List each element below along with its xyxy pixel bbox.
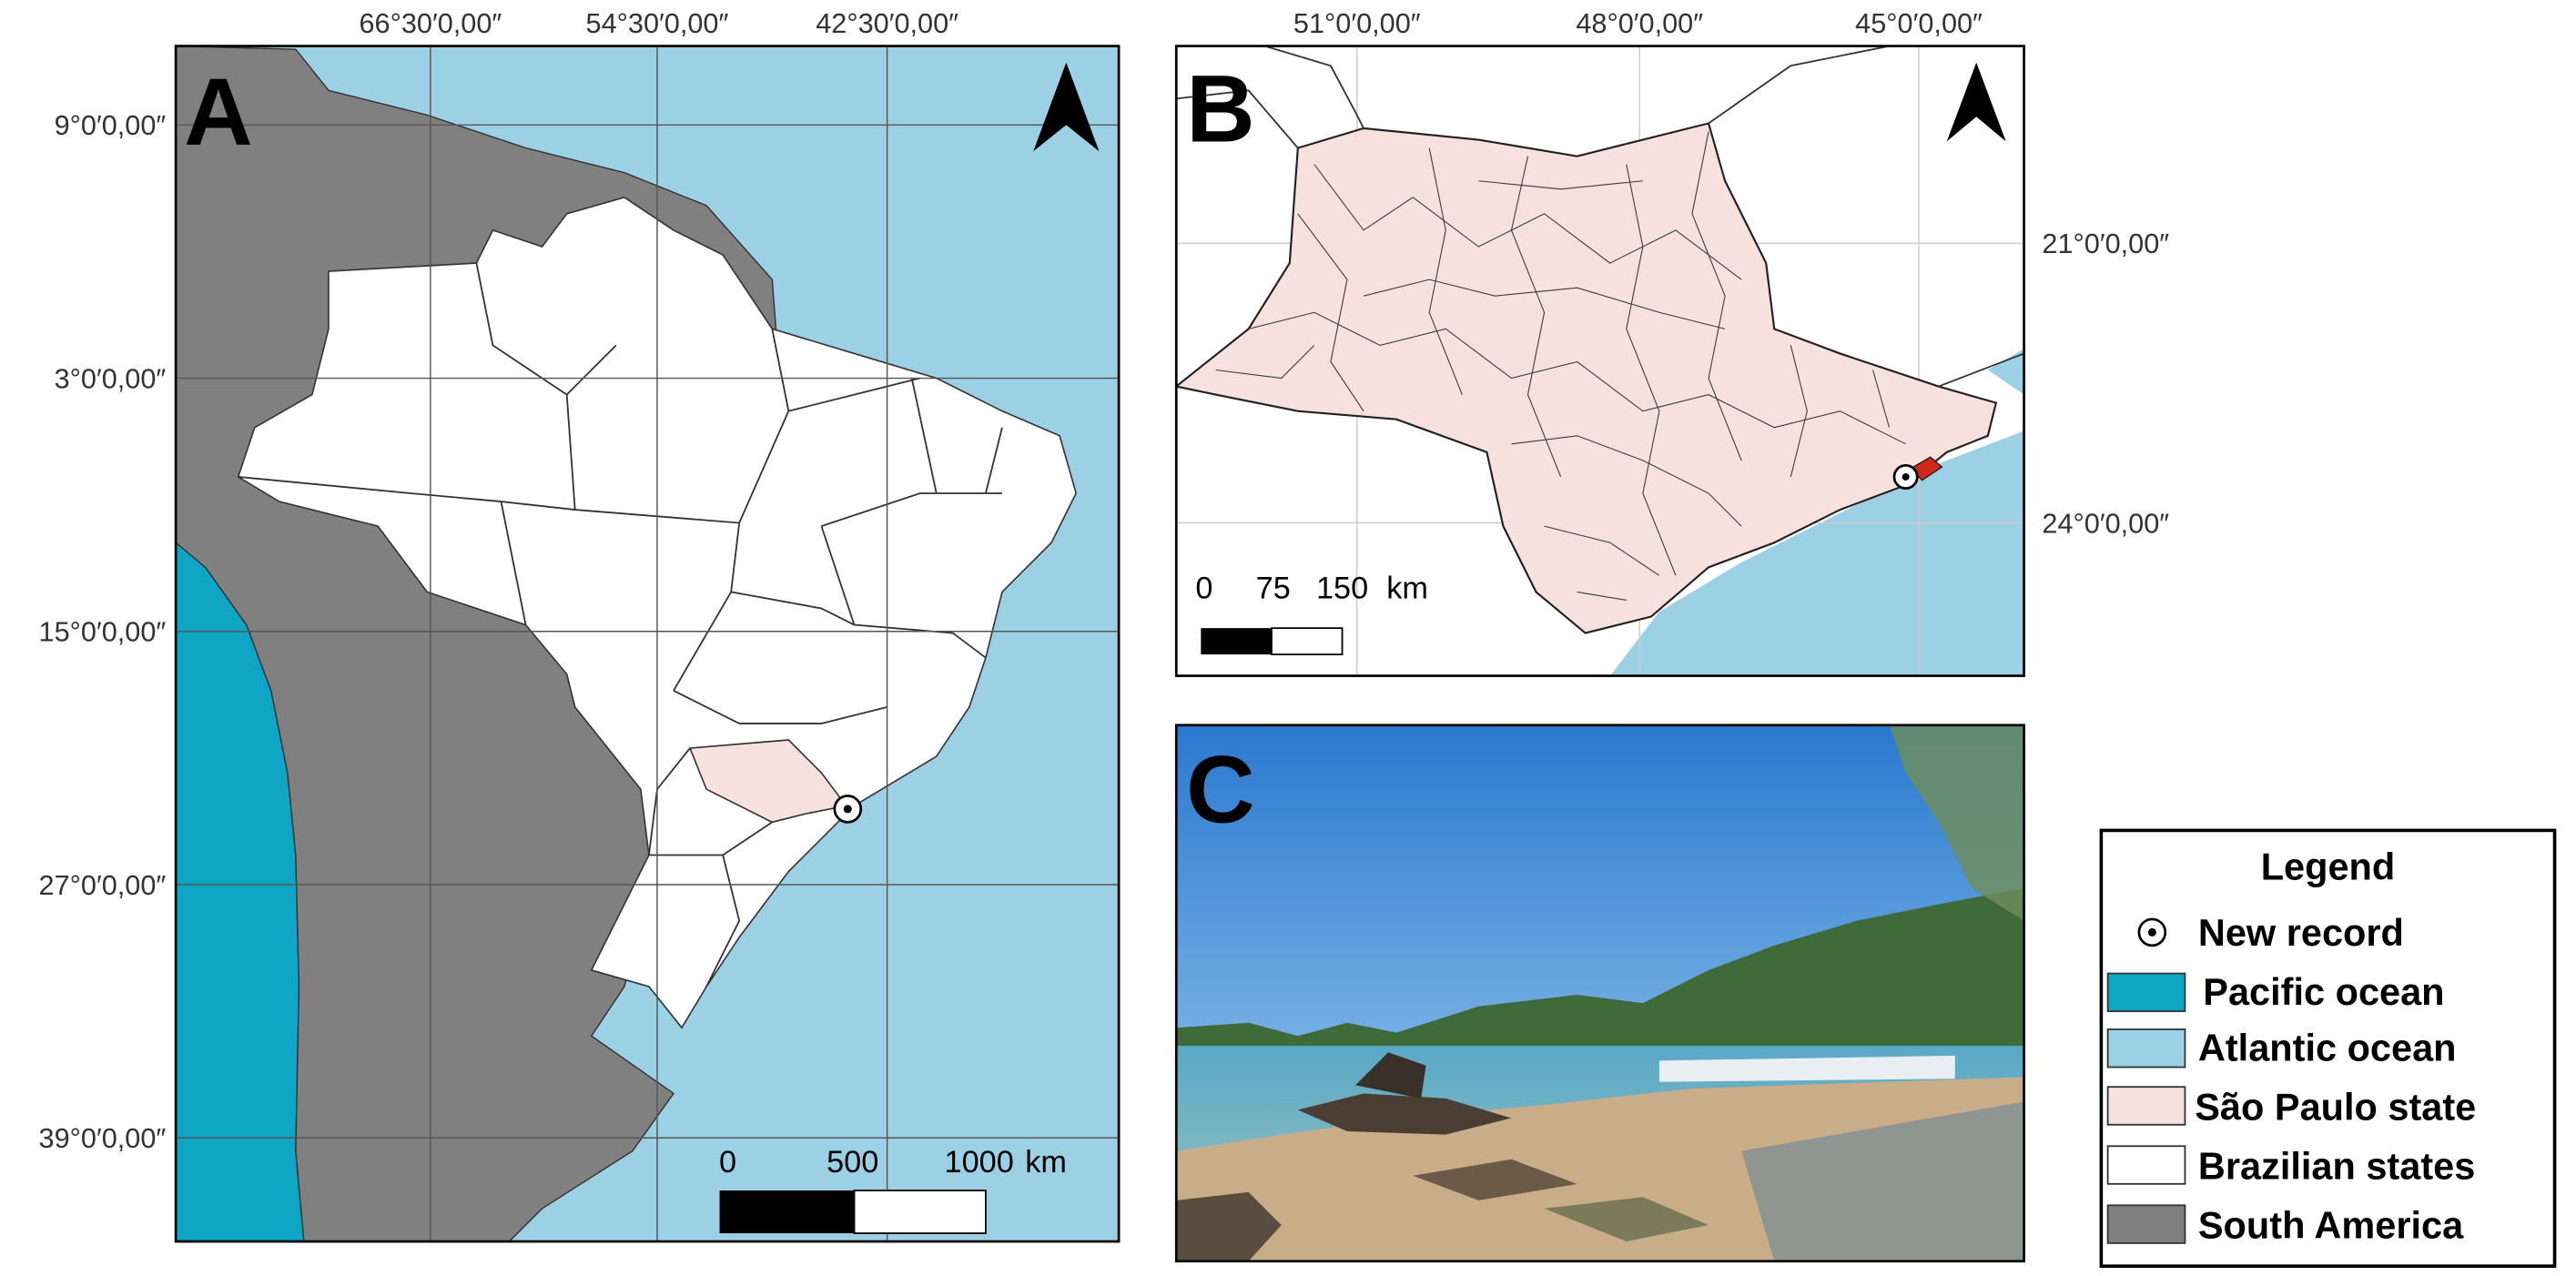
- panel-label: C: [1186, 736, 1255, 843]
- photo: [1176, 724, 2024, 1261]
- y-coord-label: 24°0′0,00″: [2042, 507, 2169, 539]
- legend-label: South America: [2198, 1203, 2464, 1246]
- scale-label: 1000: [945, 1145, 1014, 1180]
- y-coord-label: 39°0′0,00″: [39, 1122, 167, 1154]
- y-coord-label: 15°0′0,00″: [39, 616, 167, 648]
- panel-label: B: [1186, 56, 1255, 162]
- scale-label: 0: [719, 1145, 736, 1180]
- scale-label: 150: [1316, 572, 1368, 606]
- y-coord-label: 21°0′0,00″: [2042, 228, 2169, 259]
- scale-label: 75: [1256, 572, 1291, 606]
- legend-label: Brazilian states: [2198, 1144, 2475, 1187]
- legend-label: Pacific ocean: [2203, 970, 2444, 1013]
- y-coord-label: 27°0′0,00″: [39, 869, 167, 901]
- x-coord-label: 42°30′0,00″: [816, 7, 958, 39]
- x-coord-label: 66°30′0,00″: [359, 7, 502, 39]
- legend-label: Atlantic ocean: [2198, 1026, 2457, 1068]
- scale-unit: km: [1025, 1145, 1067, 1180]
- legend-label: New record: [2198, 911, 2404, 954]
- x-coord-label: 54°30′0,00″: [586, 7, 729, 39]
- legend-label: São Paulo state: [2195, 1085, 2476, 1128]
- panel-label: A: [184, 59, 253, 166]
- y-coord-label: 9°0′0,00″: [55, 109, 167, 141]
- scale-label: 500: [827, 1145, 878, 1180]
- x-coord-label: 48°0′0,00″: [1576, 7, 1703, 39]
- scale-label: 0: [1195, 572, 1212, 606]
- map-b: [1176, 46, 2024, 676]
- legend: Legend New record Pacific ocean Atlantic…: [2099, 828, 2557, 1268]
- scale-unit: km: [1386, 572, 1428, 606]
- map-a: [176, 46, 1120, 1242]
- x-coord-label: 45°0′0,00″: [1855, 7, 1983, 39]
- x-coord-label: 51°0′0,00″: [1293, 7, 1421, 39]
- y-coord-label: 3°0′0,00″: [55, 362, 167, 394]
- legend-title: Legend: [2261, 846, 2396, 888]
